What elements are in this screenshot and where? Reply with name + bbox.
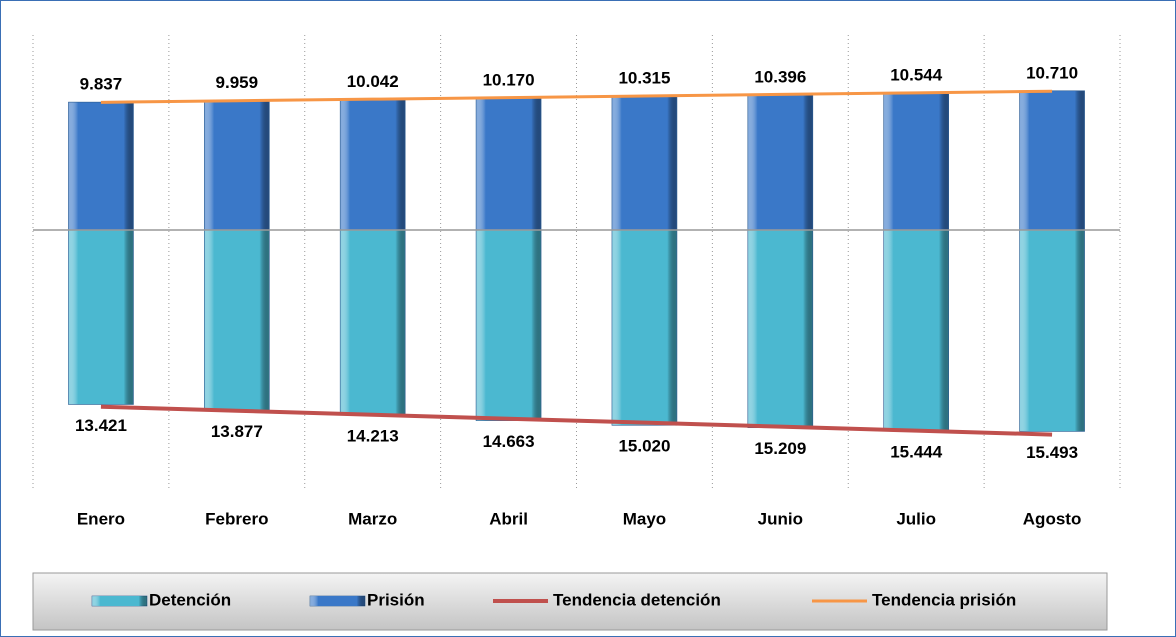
value-label: 13.877: [211, 422, 263, 441]
bar-shine: [1019, 229, 1085, 432]
x-tick-label: Enero: [77, 509, 125, 528]
value-label: 14.213: [347, 426, 399, 445]
x-tick-label: Mayo: [623, 509, 666, 528]
x-tick-label: Agosto: [1023, 509, 1082, 528]
bar-shine: [68, 229, 134, 405]
legend-label: Tendencia prisión: [872, 590, 1016, 609]
x-tick-label: Febrero: [205, 509, 268, 528]
value-label: 15.209: [754, 439, 806, 458]
value-label: 10.170: [483, 70, 535, 89]
value-label: 10.544: [890, 65, 943, 84]
legend-swatch-shine: [310, 596, 365, 606]
value-label: 10.315: [618, 68, 670, 87]
value-label: 14.663: [483, 432, 535, 451]
trend-line: [100, 404, 1053, 437]
value-label: 9.959: [216, 73, 259, 92]
bar-shine: [747, 94, 814, 231]
bar-shine: [1019, 90, 1085, 231]
bar-shine: [747, 229, 814, 429]
value-label: 15.493: [1026, 443, 1078, 462]
bar-shine: [883, 92, 949, 231]
bar-shine: [475, 229, 542, 421]
x-tick-label: Marzo: [348, 509, 397, 528]
value-label: 13.421: [75, 416, 127, 435]
value-label: 9.837: [80, 75, 123, 94]
bar-shine: [339, 229, 406, 416]
legend-label: Tendencia detención: [553, 590, 721, 609]
value-label: 15.020: [618, 437, 670, 456]
value-label: 10.396: [754, 67, 806, 86]
bar-shine: [611, 95, 678, 231]
bar-shine: [611, 229, 678, 426]
x-tick-label: Julio: [896, 509, 936, 528]
bar-shine: [339, 99, 406, 231]
legend-label: Detención: [149, 590, 231, 609]
value-label: 10.042: [347, 72, 399, 91]
trend-line: [100, 89, 1053, 104]
legend-label: Prisión: [367, 590, 425, 609]
bar-shine: [883, 229, 949, 432]
bar-shine: [204, 100, 270, 231]
value-label: 10.710: [1026, 63, 1078, 82]
legend-swatch-shine: [92, 596, 147, 606]
bar-shine: [68, 101, 134, 231]
x-tick-label: Abril: [489, 509, 528, 528]
legend-box: [32, 572, 1108, 631]
x-tick-label: Junio: [758, 509, 803, 528]
bar-shine: [204, 229, 270, 411]
value-label: 15.444: [890, 442, 943, 461]
bar-shine: [475, 97, 542, 231]
